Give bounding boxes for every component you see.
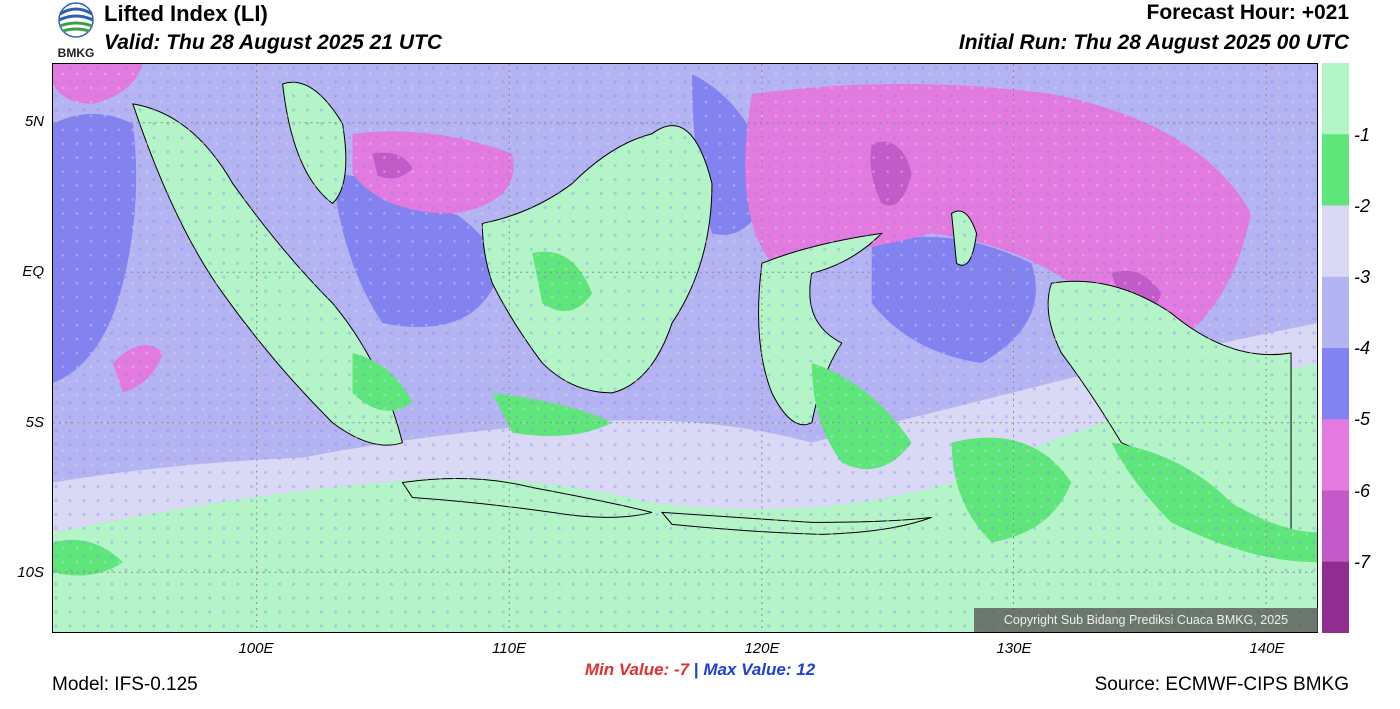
valid-time: Valid: Thu 28 August 2025 21 UTC xyxy=(104,31,443,54)
lat-label: 10S xyxy=(17,564,44,581)
max-label: Max Value: xyxy=(703,660,792,679)
lat-label: 5N xyxy=(24,113,44,130)
min-value: -7 xyxy=(673,660,690,679)
colorbar-label: -1 xyxy=(1354,125,1371,145)
source-info: Source: ECMWF-CIPS BMKG xyxy=(1094,674,1349,695)
bmkg-logo: BMKG xyxy=(58,2,95,60)
colorbar-block xyxy=(1322,490,1349,563)
forecast-hour: Forecast Hour: +021 xyxy=(1146,1,1350,24)
lon-label: 130E xyxy=(996,640,1032,657)
colorbar-block xyxy=(1322,276,1349,349)
lon-label: 140E xyxy=(1249,640,1285,657)
min-max-summary: Min Value: -7 | Max Value: 12 xyxy=(0,660,1400,680)
colorbar-label: -3 xyxy=(1354,267,1371,287)
colorbar-block xyxy=(1322,561,1349,633)
lat-label: 5S xyxy=(25,414,44,431)
colorbar-block xyxy=(1322,348,1349,420)
colorbar-label: -5 xyxy=(1354,409,1371,429)
colorbar-label: -2 xyxy=(1354,196,1371,216)
colorbar-label: -4 xyxy=(1354,338,1371,358)
copyright-notice: Copyright Sub Bidang Prediksi Cuaca BMKG… xyxy=(974,608,1318,632)
min-label: Min Value: xyxy=(584,660,670,679)
colorbar-label: -7 xyxy=(1354,552,1371,572)
lifted-index-map xyxy=(52,63,1318,633)
colorbar-block xyxy=(1322,419,1349,491)
colorbar-label: -6 xyxy=(1354,481,1371,501)
colorbar-block xyxy=(1322,205,1349,278)
max-value: 12 xyxy=(796,660,816,679)
colorbar-block xyxy=(1322,63,1349,135)
lon-label: 110E xyxy=(492,640,526,657)
gridlines xyxy=(53,64,1317,632)
model-info: Model: IFS-0.125 xyxy=(52,674,198,695)
colorbar xyxy=(1322,63,1349,633)
logo-text: BMKG xyxy=(58,46,95,60)
initial-run: Initial Run: Thu 28 August 2025 00 UTC xyxy=(958,31,1349,54)
texture xyxy=(53,64,1317,632)
separator: | xyxy=(693,660,699,679)
map-title: Lifted Index (LI) xyxy=(104,1,268,26)
lon-label: 100E xyxy=(238,640,274,657)
colorbar-block xyxy=(1322,134,1349,206)
lon-label: 120E xyxy=(744,640,780,657)
lat-label: EQ xyxy=(22,263,44,280)
